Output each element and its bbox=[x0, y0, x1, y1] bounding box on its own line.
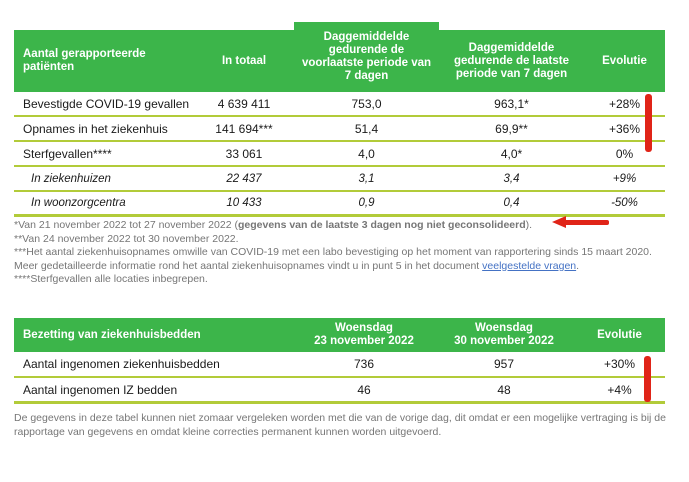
evolution-value: +9% bbox=[612, 172, 637, 185]
footnote-2: **Van 24 november 2022 tot 30 november 2… bbox=[14, 232, 239, 245]
beds-table-header: Bezetting van ziekenhuisbedden Woensdag 2… bbox=[14, 318, 665, 352]
patients-table: Aantal gerapporteerde patiënten In totaa… bbox=[14, 22, 665, 217]
date1-value: 736 bbox=[353, 357, 375, 371]
row-label: Aantal ingenomen ziekenhuisbedden bbox=[23, 357, 220, 371]
footnotes: *Van 21 november 2022 tot 27 november 20… bbox=[14, 219, 666, 287]
header-cell-in-totaal: In totaal bbox=[194, 30, 294, 92]
last-period-value: 963,1* bbox=[494, 96, 529, 111]
total-value: 10 433 bbox=[226, 197, 262, 209]
patients-table-header: Aantal gerapporteerde patiënten In totaa… bbox=[14, 22, 665, 92]
beds-table: Bezetting van ziekenhuisbedden Woensdag 2… bbox=[14, 318, 665, 404]
evolution-value: +30% bbox=[603, 357, 636, 371]
evolution-value: 0% bbox=[615, 146, 634, 161]
red-marker-bar-bottom bbox=[644, 356, 651, 402]
row-label: Sterfgevallen**** bbox=[23, 146, 112, 161]
prev-period-value: 753,0 bbox=[351, 96, 382, 111]
header-cell-beds: Bezetting van ziekenhuisbedden bbox=[14, 318, 294, 352]
row-label: In woonzorgcentra bbox=[31, 197, 126, 209]
evolution-value: -50% bbox=[611, 197, 638, 209]
header-cell-last-period: Daggemiddelde gedurende de laatste perio… bbox=[439, 30, 584, 92]
last-period-value: 4,0* bbox=[500, 146, 523, 161]
evolution-value: +4% bbox=[607, 382, 632, 397]
faq-link[interactable]: veelgestelde vragen bbox=[482, 259, 577, 272]
prev-period-value: 51,4 bbox=[354, 121, 379, 136]
header-cell-patients: Aantal gerapporteerde patiënten bbox=[14, 30, 194, 92]
footnote-3: ***Het aantal ziekenhuisopnames omwille … bbox=[14, 246, 666, 273]
header-cell-evolutie-2: Evolutie bbox=[574, 318, 665, 352]
total-value: 33 061 bbox=[225, 146, 263, 161]
date1-value: 46 bbox=[357, 382, 371, 397]
arrow-head bbox=[552, 216, 566, 228]
row-label: In ziekenhuizen bbox=[31, 172, 111, 185]
table-row-deaths-hospitals: In ziekenhuizen 22 437 3,1 3,4 +9% bbox=[14, 167, 665, 192]
last-period-value: 69,9** bbox=[495, 121, 528, 136]
total-value: 141 694*** bbox=[215, 121, 273, 136]
total-value: 22 437 bbox=[226, 172, 262, 185]
row-label: Opnames in het ziekenhuis bbox=[23, 121, 168, 136]
footnote-1-text: *Van 21 november 2022 tot 27 november 20… bbox=[14, 219, 238, 231]
table-row-hospital-admissions: Opnames in het ziekenhuis 141 694*** 51,… bbox=[14, 117, 665, 142]
total-value: 4 639 411 bbox=[217, 96, 271, 111]
prev-period-value: 3,1 bbox=[358, 172, 375, 185]
footnote-3-text: ***Het aantal ziekenhuisopnames omwille … bbox=[14, 246, 652, 272]
date2-value: 957 bbox=[493, 357, 515, 371]
row-label: Bevestigde COVID-19 gevallen bbox=[23, 96, 190, 111]
header-cell-date-23-nov: Woensdag 23 november 2022 bbox=[294, 318, 434, 352]
footnote-1-bold: gegevens van de laatste 3 dagen nog niet… bbox=[237, 219, 526, 231]
footnote-4: ****Sterfgevallen alle locaties inbegrep… bbox=[14, 273, 208, 285]
date2-value: 48 bbox=[497, 382, 511, 397]
last-period-value: 0,4 bbox=[503, 197, 520, 209]
last-period-value: 3,4 bbox=[503, 172, 520, 185]
table-row-occupied-icu-beds: Aantal ingenomen IZ bedden 46 48 +4% bbox=[14, 378, 665, 404]
table-row-deaths: Sterfgevallen**** 33 061 4,0 4,0* 0% bbox=[14, 142, 665, 167]
evolution-value: +36% bbox=[608, 121, 641, 136]
footnote-3-end: . bbox=[576, 259, 580, 272]
header-cell-evolutie: Evolutie bbox=[584, 30, 665, 92]
row-label: Aantal ingenomen IZ bedden bbox=[23, 382, 178, 397]
header-cell-date-30-nov: Woensdag 30 november 2022 bbox=[434, 318, 574, 352]
evolution-value: +28% bbox=[608, 96, 641, 111]
table-row-occupied-hospital-beds: Aantal ingenomen ziekenhuisbedden 736 95… bbox=[14, 352, 665, 378]
footnote-1: *Van 21 november 2022 tot 27 november 20… bbox=[14, 219, 666, 233]
date-header-lines: Woensdag 30 november 2022 bbox=[454, 322, 554, 347]
prev-period-value: 0,9 bbox=[358, 197, 375, 209]
red-arrow-annotation bbox=[552, 216, 612, 229]
date-header-lines: Woensdag 23 november 2022 bbox=[314, 322, 414, 347]
red-marker-bar-top bbox=[645, 94, 652, 152]
beds-table-disclaimer: De gegevens in deze tabel kunnen niet zo… bbox=[14, 412, 666, 438]
header-cell-prev-period: Daggemiddelde gedurende de voorlaatste p… bbox=[294, 22, 439, 92]
footnote-1-end: ). bbox=[525, 219, 533, 231]
table-row-deaths-care-homes: In woonzorgcentra 10 433 0,9 0,4 -50% bbox=[14, 192, 665, 217]
table-row-confirmed-cases: Bevestigde COVID-19 gevallen 4 639 411 7… bbox=[14, 92, 665, 117]
arrow-shaft bbox=[563, 220, 609, 225]
prev-period-value: 4,0 bbox=[358, 146, 375, 161]
